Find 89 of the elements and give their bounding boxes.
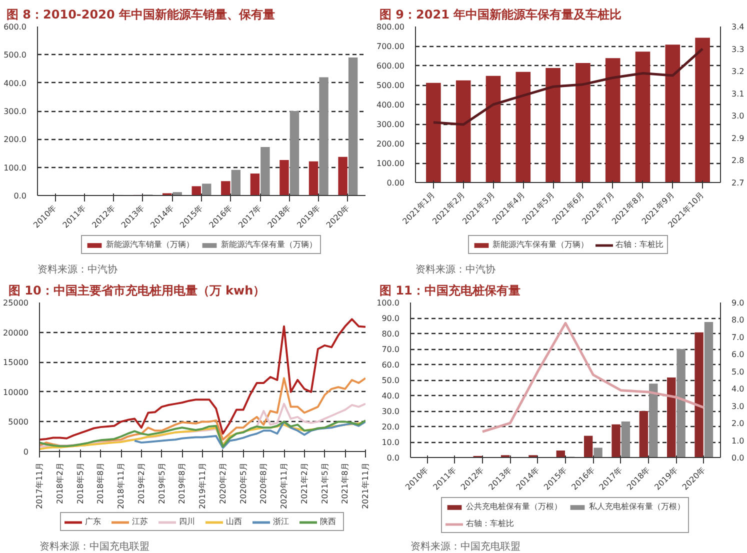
y2-tick-label: 4.0 — [732, 384, 744, 394]
y2-tick-label: 2.7 — [732, 178, 744, 188]
y-tick-label: 50.0 — [382, 376, 400, 385]
y2-tick-label: 3.3 — [732, 44, 744, 54]
y-tick-label: 30.0 — [382, 407, 400, 416]
legend-label: 山西 — [226, 516, 243, 527]
x-tick-label: 2018年8月 — [96, 462, 106, 504]
chart-title: 图 9：2021 年中国新能源车保有量及车桩比 — [380, 8, 622, 22]
y-tick-label: 200.0 — [4, 135, 27, 144]
x-tick-label: 2019年11月 — [198, 462, 207, 510]
legend-label: 四川 — [179, 516, 196, 527]
legend-label: 右轴：车桩比 — [466, 518, 514, 529]
x-tick-label: 2019年8月 — [178, 462, 187, 504]
y-tick-label: 40.0 — [382, 392, 400, 400]
y2-tick-label: 3.4 — [732, 22, 744, 32]
y-tick-label: 400.00 — [376, 100, 405, 110]
y-tick-label: 15000 — [3, 358, 29, 368]
legend-label: 广东 — [85, 516, 102, 527]
y2-tick-label: 5.0 — [732, 367, 744, 376]
x-tick-label: 2020年8月 — [259, 462, 268, 504]
legend-label: 右轴：车桩比 — [616, 239, 664, 250]
x-tick-label: 2020年2月 — [218, 462, 228, 504]
x-tick-label: 2021年2月 — [300, 462, 309, 504]
x-tick-label: 2018年11月 — [116, 462, 126, 510]
y-tick-label: 500.0 — [4, 50, 27, 60]
legend-label: 新能源汽车销量（万辆） — [106, 239, 194, 250]
x-tick-label: 2017年11月 — [35, 462, 44, 510]
y-tick-label: 0.0 — [386, 454, 400, 462]
x-tick-label: 2021年11月 — [361, 462, 370, 510]
y2-tick-label: 0.0 — [732, 454, 744, 462]
text: 资料来源：中国充电联盟 — [40, 540, 150, 552]
y-tick-label: 300.0 — [4, 107, 27, 116]
y2-tick-label: 2.9 — [732, 134, 744, 143]
chart-title: 图 10：中国主要省市充电桩用电量（万 kwh） — [8, 284, 266, 298]
y-tick-label: 100.0 — [376, 298, 400, 308]
legend-label: 公共充电桩保有量（万根） — [466, 501, 562, 512]
y-tick-label: 10000 — [3, 388, 29, 397]
y2-tick-label: 3.0 — [732, 112, 744, 121]
text: 资料来源：中汽协 — [416, 264, 496, 276]
legend-label: 新能源汽车保有量（万辆） — [492, 239, 588, 250]
x-tick-label: 2020年5月 — [238, 462, 248, 504]
chart-title: 图 8：2010-2020 年中国新能源车销量、保有量 — [6, 8, 275, 22]
y2-tick-label: 3.0 — [732, 402, 744, 411]
y-tick-label: 25000 — [3, 298, 29, 308]
x-tick-label: 2019年2月 — [136, 462, 146, 504]
y-tick-label: 10.0 — [382, 438, 400, 447]
y-tick-label: 80.0 — [382, 330, 400, 338]
y-tick-label: 5000 — [8, 418, 28, 427]
legend-label: 江苏 — [132, 516, 149, 527]
y-tick-label: 0.00 — [386, 178, 404, 188]
y-tick-label: 600.0 — [4, 22, 27, 32]
x-tick-label: 2018年2月 — [55, 462, 64, 504]
y-tick-label: 0.0 — [14, 192, 27, 200]
legend-label: 陕西 — [320, 516, 337, 527]
x-tick-label: 2021年8月 — [340, 462, 350, 504]
y2-tick-label: 9.0 — [732, 298, 744, 308]
x-tick-label: 2018年5月 — [76, 462, 85, 504]
x-tick-label: 2019年5月 — [157, 462, 166, 504]
y2-tick-label: 7.0 — [732, 332, 744, 342]
text: 资料来源：中汽协 — [38, 264, 118, 276]
y2-tick-label: 6.0 — [732, 350, 744, 360]
y-tick-label: 200.00 — [376, 140, 405, 148]
y2-tick-label: 2.0 — [732, 419, 744, 428]
x-tick-label: 2020年11月 — [280, 462, 288, 510]
y2-tick-label: 3.2 — [732, 67, 744, 76]
y-tick-label: 500.00 — [376, 81, 405, 90]
y-tick-label: 20000 — [3, 328, 29, 338]
y-tick-label: 100.00 — [376, 159, 405, 168]
y2-tick-label: 3.1 — [732, 89, 744, 98]
y-tick-label: 90.0 — [382, 314, 400, 323]
y-tick-label: 800.00 — [376, 22, 405, 32]
y2-tick-label: 1.0 — [732, 436, 744, 446]
y-tick-label: 70.0 — [382, 345, 400, 354]
y2-tick-label: 8.0 — [732, 316, 744, 325]
legend-label: 浙江 — [273, 516, 290, 527]
x-tick-label: 2021年5月 — [320, 462, 330, 504]
y-tick-label: 300.00 — [376, 120, 405, 129]
chart-title: 图 11：中国充电桩保有量 — [380, 284, 520, 298]
legend-label: 新能源汽车保有量（万辆） — [221, 239, 317, 250]
y-tick-label: 100.0 — [4, 163, 27, 172]
y-tick-label: 60.0 — [382, 360, 400, 370]
y-tick-label: 700.00 — [376, 42, 405, 51]
text: 资料来源：中国充电联盟 — [410, 540, 520, 552]
y-tick-label: 20.0 — [382, 422, 400, 432]
y2-tick-label: 2.8 — [732, 156, 744, 166]
y-tick-label: 0 — [23, 448, 29, 456]
y-tick-label: 600.00 — [376, 62, 405, 70]
legend-label: 私人充电桩保有量（万根） — [589, 501, 685, 512]
y-tick-label: 400.0 — [4, 78, 27, 88]
